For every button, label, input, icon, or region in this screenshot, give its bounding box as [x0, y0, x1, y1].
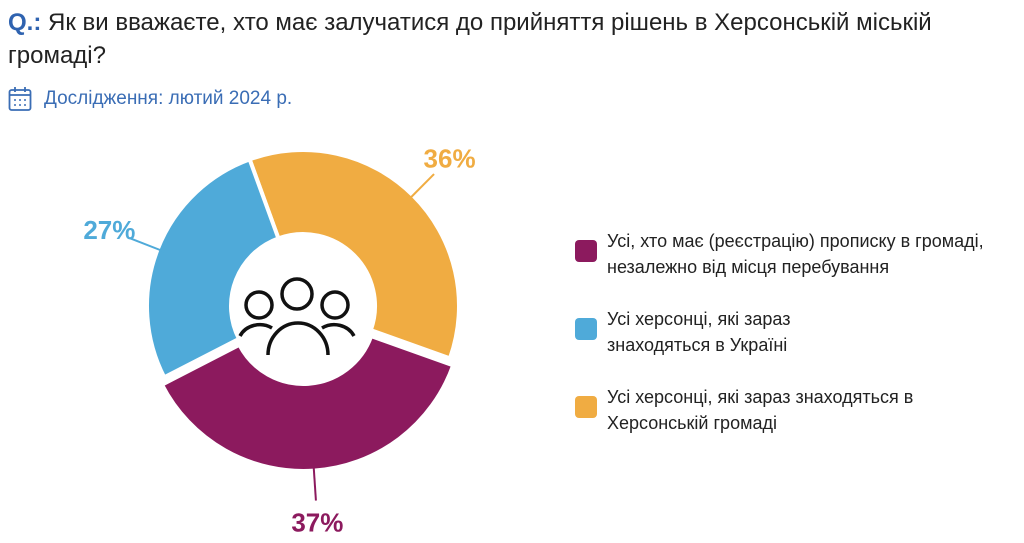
legend-label: Усі херсонці, які зараз знаходяться в Хе… [607, 387, 914, 433]
study-label: Дослідження: лютий 2024 р. [44, 88, 293, 109]
people-icon [238, 277, 356, 356]
slice-2 [145, 157, 281, 380]
leader-line [406, 173, 435, 202]
data-label: 37% [291, 508, 343, 538]
data-label: 27% [83, 215, 135, 245]
slice-0 [247, 148, 461, 361]
legend-swatch [575, 318, 597, 340]
legend-item: Усі, хто має (реєстрацію) прописку в гро… [575, 228, 1024, 280]
legend-swatch [575, 240, 597, 262]
legend-item: Усі херсонці, які зараз знаходяться в Ук… [575, 306, 1024, 358]
leader-line [312, 462, 317, 501]
legend-label: Усі херсонці, які зараз знаходяться в Ук… [607, 309, 791, 355]
data-label: 36% [424, 143, 476, 173]
legend: Усі, хто має (реєстрацію) прописку в гро… [575, 228, 1024, 462]
calendar-icon [8, 87, 32, 111]
question-title: Q.: Як ви вважаєте, хто має залучатися д… [8, 6, 1008, 72]
legend-item: Усі херсонці, які зараз знаходяться в Хе… [575, 384, 1024, 436]
question-text: Як ви вважаєте, хто має залучатися до пр… [8, 9, 932, 69]
legend-label: Усі, хто має (реєстрацію) прописку в гро… [607, 231, 984, 277]
leader-line [129, 237, 166, 253]
slice-1 [159, 334, 456, 473]
study-date: Дослідження: лютий 2024 р. [8, 86, 292, 112]
question-prefix: Q.: [8, 9, 42, 36]
legend-swatch [575, 396, 597, 418]
